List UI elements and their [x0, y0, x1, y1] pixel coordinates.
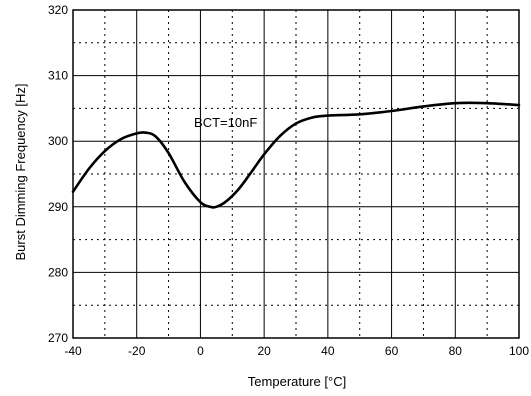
y-tick-label: 300 [48, 134, 68, 148]
x-tick-label: 40 [321, 344, 335, 358]
x-tick-label: 0 [197, 344, 204, 358]
y-tick-label: 280 [48, 265, 68, 279]
x-tick-label: 20 [257, 344, 271, 358]
x-axis-title: Temperature [°C] [248, 374, 346, 389]
minor-grid [73, 10, 519, 338]
y-tick-label: 320 [48, 3, 68, 17]
annotation-layer: BCT=10nF [194, 115, 257, 130]
x-tick-label: -40 [64, 344, 82, 358]
plot-frame [72, 9, 520, 339]
series-line [71, 101, 521, 209]
y-tick-label: 270 [48, 331, 68, 345]
y-tick-label: 310 [48, 69, 68, 83]
x-tick-label: 60 [385, 344, 399, 358]
y-axis-title: Burst Dimming Frequency [Hz] [13, 84, 28, 261]
x-tick-labels: -40 -20 0 20 40 60 80 100 [64, 344, 529, 358]
major-grid [73, 10, 519, 338]
x-tick-label: 80 [449, 344, 463, 358]
y-tick-labels: 270 280 290 300 310 320 [48, 3, 68, 345]
y-tick-label: 290 [48, 200, 68, 214]
x-tick-label: -20 [128, 344, 146, 358]
series-layer [71, 101, 521, 209]
annotation-label: BCT=10nF [194, 115, 257, 130]
x-tick-label: 100 [509, 344, 529, 358]
